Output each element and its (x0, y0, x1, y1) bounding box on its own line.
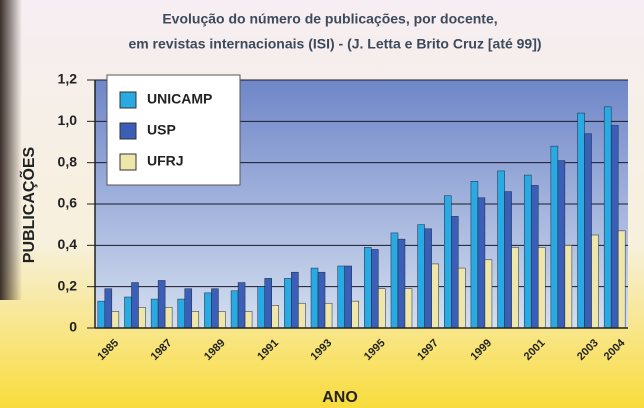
bar (485, 260, 492, 328)
legend-label: UNICAMP (147, 91, 212, 107)
bar (291, 272, 298, 328)
bar (231, 291, 238, 328)
bar (218, 311, 225, 328)
bar (131, 283, 138, 328)
bar (238, 283, 245, 328)
legend-swatch (120, 123, 136, 139)
bar (498, 171, 505, 328)
bar (338, 266, 345, 328)
bar (345, 266, 352, 328)
y-tick-label: 0,8 (58, 153, 78, 169)
chart-subtitle: em revistas internacionais (ISI) - (J. L… (128, 36, 541, 52)
y-axis-label: PUBLICAÇÕES (18, 146, 38, 263)
bar (604, 107, 611, 328)
bar (432, 264, 439, 328)
y-tick-label: 0,4 (58, 236, 78, 252)
legend-swatch (120, 154, 136, 170)
bar (98, 301, 105, 328)
bar (325, 303, 332, 328)
bar (444, 196, 451, 328)
y-tick-label: 1,0 (58, 112, 78, 128)
bar (471, 181, 478, 328)
bar (524, 175, 531, 328)
x-axis-label: ANO (322, 389, 358, 406)
bar (378, 289, 385, 328)
bar (158, 280, 165, 328)
bar (578, 113, 585, 328)
bar (418, 225, 425, 328)
legend-label: USP (147, 122, 176, 138)
bar (124, 297, 131, 328)
bar (451, 216, 458, 328)
bar (112, 311, 119, 328)
legend-swatch (120, 92, 136, 108)
bar (398, 239, 405, 328)
bar (405, 289, 412, 328)
bar (478, 198, 485, 328)
bar (272, 305, 279, 328)
bar (298, 303, 305, 328)
bar (558, 161, 565, 328)
bar (371, 249, 378, 328)
bar (265, 278, 272, 328)
bar (565, 245, 572, 328)
bar (258, 287, 265, 328)
bar (618, 231, 625, 328)
bar (512, 247, 519, 328)
bar (458, 268, 465, 328)
bar (138, 307, 145, 328)
bar (318, 272, 325, 328)
bar (391, 233, 398, 328)
bar (151, 299, 158, 328)
bar (185, 289, 192, 328)
bar (165, 307, 172, 328)
bar (211, 289, 218, 328)
bar (425, 229, 432, 328)
bar (538, 247, 545, 328)
bar (352, 301, 359, 328)
y-tick-label: 0,6 (58, 195, 78, 211)
bar (531, 185, 538, 328)
bar (505, 192, 512, 328)
bar (178, 299, 185, 328)
y-tick-label: 1,2 (58, 71, 78, 87)
bar (364, 247, 371, 328)
chart-title: Evolução do número de publicações, por d… (162, 11, 497, 27)
y-tick-label: 0,2 (58, 277, 78, 293)
legend-label: UFRJ (147, 153, 184, 169)
chart: Evolução do número de publicações, por d… (0, 0, 644, 408)
bar (592, 235, 599, 328)
bar (611, 125, 618, 328)
y-tick-label: 0 (69, 319, 77, 335)
photo-edge (0, 0, 22, 300)
bar (192, 311, 199, 328)
bar (105, 289, 112, 328)
bar (551, 146, 558, 328)
bar (585, 134, 592, 328)
bar (204, 293, 211, 328)
bar (311, 268, 318, 328)
bar (284, 278, 291, 328)
bar (245, 311, 252, 328)
